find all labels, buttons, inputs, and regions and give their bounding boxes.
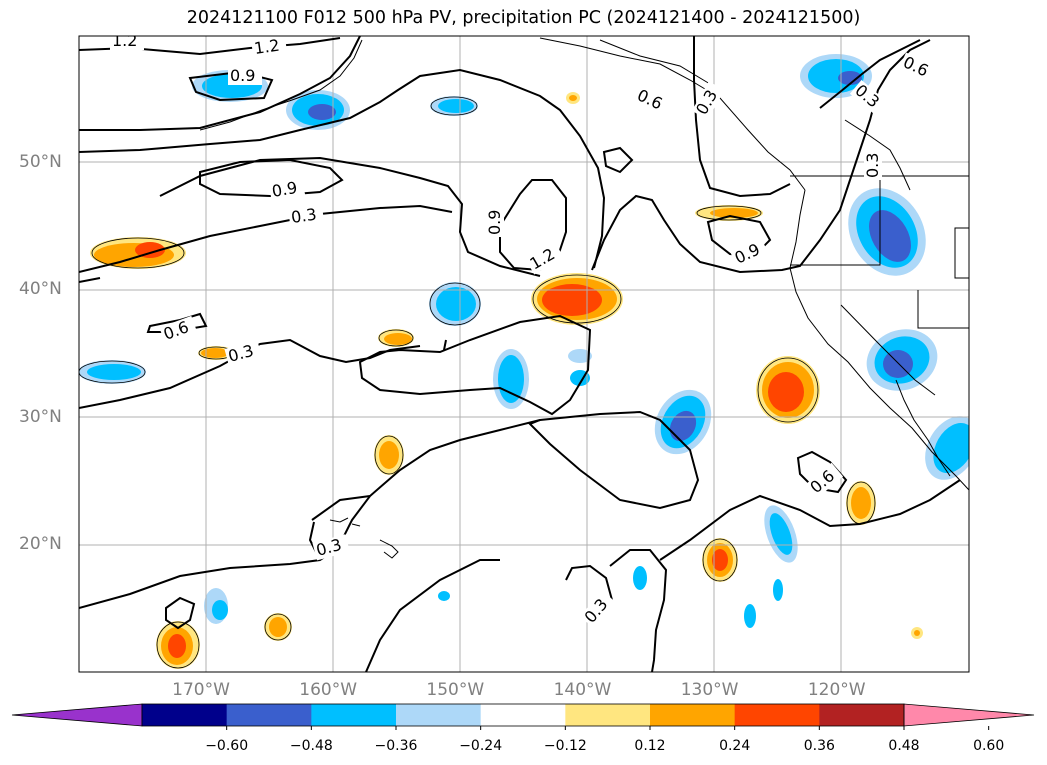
colorbar-segment (226, 704, 312, 726)
colorbar-tick-label: 0.48 (888, 738, 920, 754)
colorbar-segment (819, 704, 905, 726)
colorbar-extend-high (903, 703, 1035, 727)
colorbar-tick-label: 0.12 (634, 738, 666, 754)
colorbar-segment (650, 704, 736, 726)
longitude-label: 160°W (299, 680, 358, 700)
colorbar-frame (141, 703, 905, 727)
map-title: 2024121100 F012 500 hPa PV, precipitatio… (186, 8, 861, 28)
latitude-label: 20°N (19, 533, 62, 554)
longitude-label: 150°W (426, 680, 485, 700)
colorbar-segment (396, 704, 482, 726)
latitude-label: 50°N (19, 152, 62, 173)
pv-label: 1.2 (253, 36, 281, 58)
colorbar-tick-label: 0.60 (973, 738, 1005, 754)
pv-label: 0.9 (230, 66, 255, 85)
longitude-label: 120°W (807, 680, 866, 700)
colorbar (11, 703, 1035, 730)
longitude-label: 140°W (553, 680, 612, 700)
colorbar-tick-label: −0.24 (459, 738, 503, 754)
colorbar-tick-label: −0.48 (289, 738, 333, 754)
colorbar-segment (311, 704, 397, 726)
colorbar-segment (142, 704, 228, 726)
precip-shading (79, 54, 969, 669)
colorbar-tick-label: −0.12 (543, 738, 587, 754)
pv-label: 0.9 (270, 178, 298, 201)
precip-outlines (79, 96, 876, 669)
pv-label: 0.9 (485, 210, 504, 235)
colorbar-segment (480, 704, 566, 726)
colorbar-tick-label: −0.36 (374, 738, 418, 754)
map-frame (78, 35, 970, 673)
pv-label: 0.3 (863, 153, 882, 178)
map-area: 1.2 1.2 0.9 0.6 0.3 0.6 0.3 0.9 0.3 0.9 … (79, 31, 969, 672)
pv-label: 1.2 (112, 31, 137, 50)
coastlines (199, 37, 969, 559)
pv-label: 0.3 (290, 205, 318, 227)
longitude-label: 130°W (680, 680, 739, 700)
longitude-label: 170°W (172, 680, 230, 700)
colorbar-segment (565, 704, 651, 726)
latitude-label: 30°N (19, 406, 62, 427)
gridlines (79, 36, 969, 672)
colorbar-segment (734, 704, 820, 726)
colorbar-tick-label: 0.24 (719, 738, 751, 754)
colorbar-extend-low (11, 703, 143, 727)
colorbar-tick-label: −0.60 (205, 738, 249, 754)
colorbar-tick-label: 0.36 (803, 738, 835, 754)
latitude-label: 40°N (19, 279, 62, 300)
